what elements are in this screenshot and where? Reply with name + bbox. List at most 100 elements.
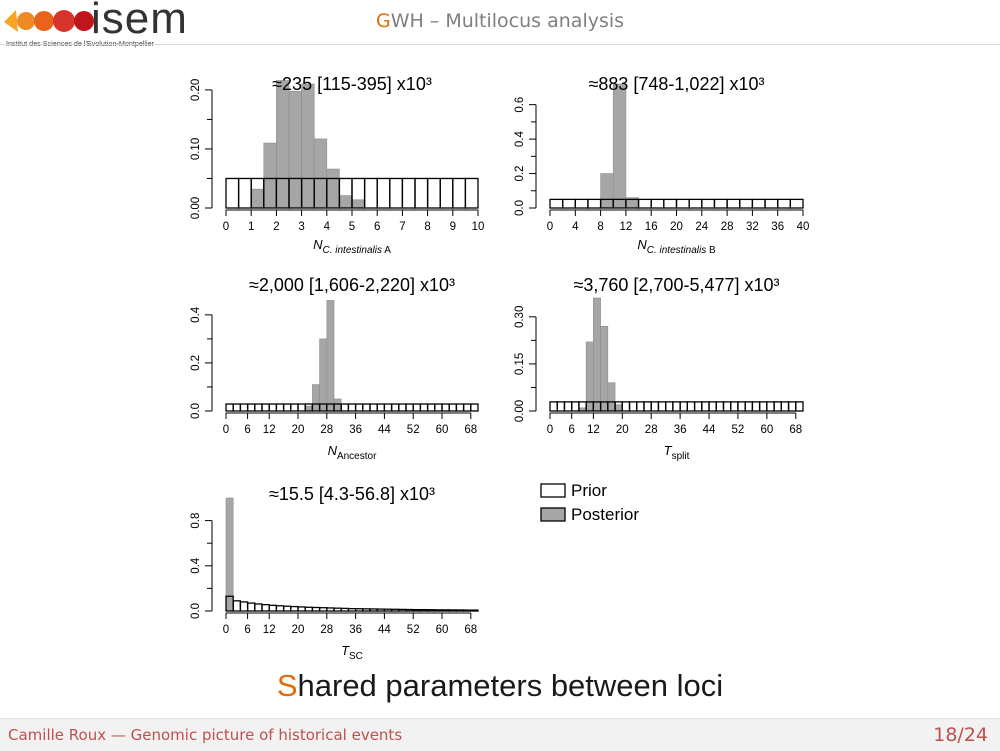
prior-bar <box>333 607 342 612</box>
x-tick-label: 2 <box>273 221 279 233</box>
histogram-panel-1: 0 1 2 3 4 5 6 7 8 9 10 0.00 0.10 0.20 ≈235 [115-395] x… <box>190 74 484 256</box>
prior-bar <box>376 608 386 612</box>
y-tick-label: 0.2 <box>190 355 202 371</box>
prior-bar <box>246 602 256 612</box>
x-axis-label-subscript: Ancestor <box>337 451 377 462</box>
prior-bar <box>261 604 270 612</box>
prior-bar <box>304 606 314 612</box>
x-tick-label: 4 <box>572 221 579 233</box>
panel-title: ≈235 [115-395] x10³ <box>272 74 432 94</box>
prior-bar <box>701 198 716 209</box>
prior-bar <box>275 403 285 412</box>
slide-title-accent: G <box>375 10 391 32</box>
posterior-bar <box>333 398 342 412</box>
legend-prior-swatch <box>540 483 566 498</box>
x-tick-label: 36 <box>349 624 362 636</box>
x-tick-label: 0 <box>547 424 553 436</box>
prior-bar <box>401 177 416 209</box>
x-tick-label: 6 <box>244 624 250 636</box>
legend-prior-label: Prior <box>571 481 607 500</box>
prior-bar <box>563 401 573 412</box>
prior-bar <box>737 401 746 412</box>
prior-bar <box>686 401 696 412</box>
prior-bar <box>715 401 725 412</box>
x-tick-label: 1 <box>248 221 254 233</box>
posterior-bar <box>276 80 290 209</box>
prior-bar <box>239 601 249 612</box>
prior-bar <box>693 401 703 412</box>
prior-bar <box>787 401 797 412</box>
x-tick-label: 68 <box>789 424 802 436</box>
prior-bar <box>549 198 564 209</box>
prior-bar <box>225 403 234 412</box>
panel-title: ≈883 [748-1,022] x10³ <box>588 74 764 94</box>
prior-bar <box>362 608 371 612</box>
x-axis-label-suffix: B <box>706 245 716 256</box>
prior-bar <box>347 607 357 612</box>
x-tick-label: 52 <box>407 624 420 636</box>
posterior-bar <box>585 341 594 412</box>
prior-bar <box>751 401 761 412</box>
prior-bar <box>441 403 450 412</box>
x-tick-label: 12 <box>263 624 276 636</box>
prior-bar <box>232 403 242 412</box>
y-tick-label: 0.0 <box>190 603 202 619</box>
prior-bar <box>464 177 479 209</box>
prior-bar <box>448 609 458 612</box>
prior-bar <box>363 177 378 209</box>
x-axis-label-subscript: SC <box>349 651 363 662</box>
prior-bar <box>726 198 741 209</box>
y-tick-label: 0.2 <box>514 166 526 182</box>
posterior-bar <box>301 83 315 209</box>
prior-bar <box>650 401 660 412</box>
prior-bar <box>246 403 256 412</box>
prior-bar <box>587 198 602 209</box>
footer-author: Camille Roux — Genomic picture of histor… <box>8 726 403 744</box>
prior-bar <box>311 606 321 612</box>
posterior-bar <box>225 497 234 612</box>
prior-bar <box>389 177 404 209</box>
prior-bar <box>282 605 292 612</box>
prior-bar <box>376 403 386 412</box>
histogram-panel-3: 0 6 12 20 28 36 44 52 60 68 0.0 0.2 0.4 ≈2,000 [1,606… <box>190 275 479 462</box>
page-number: 18/24 <box>933 724 988 746</box>
x-tick-label: 16 <box>645 221 658 233</box>
legend: Prior Posterior <box>540 481 639 524</box>
prior-bar <box>455 403 465 412</box>
prior-bar <box>766 401 775 412</box>
prior-bar <box>282 403 292 412</box>
prior-bar <box>441 609 450 612</box>
prior-bar <box>340 403 350 412</box>
panel-title: ≈15.5 [4.3-56.8] x10³ <box>269 484 435 504</box>
prior-bar <box>470 403 479 412</box>
y-tick-label: 0.15 <box>514 353 526 375</box>
prior-bar <box>290 403 299 412</box>
prior-bar <box>354 608 364 612</box>
prior-bar <box>789 198 804 209</box>
x-tick-label: 20 <box>292 424 305 436</box>
prior-bar <box>412 608 422 612</box>
posterior-bar <box>339 195 353 209</box>
prior-bar <box>434 609 443 612</box>
prior-bar <box>376 177 391 209</box>
prior-bar <box>636 401 645 412</box>
histogram-panel-4: 0 6 12 20 28 36 44 52 60 68 0.00 0.15 0.30 ≈3,760 [2,… <box>514 275 804 462</box>
prior-bar <box>439 177 454 209</box>
slide-subtitle: Shared parameters between loci <box>0 668 1000 704</box>
prior-bar <box>663 198 678 209</box>
prior-bar <box>419 403 429 412</box>
x-tick-label: 4 <box>324 221 331 233</box>
prior-bar <box>261 403 270 412</box>
x-axis-label-subscript: C. intestinalis <box>647 245 706 256</box>
x-tick-label: 7 <box>399 221 405 233</box>
posterior-bar <box>313 138 328 209</box>
x-axis-label: NC. intestinalis B <box>637 237 716 256</box>
prior-bar <box>414 177 429 209</box>
prior-bar <box>326 607 335 612</box>
histogram-panel-2: 0 4 8 12 16 20 24 28 32 36 40 0.0 0.2 0.4 0.6 ≈883 [748… <box>514 74 809 256</box>
x-tick-label: 28 <box>320 424 333 436</box>
x-axis-label-subscript: split <box>672 451 690 462</box>
prior-bar <box>751 198 766 209</box>
y-tick-label: 0.00 <box>514 400 526 422</box>
legend-posterior-swatch <box>540 507 566 522</box>
